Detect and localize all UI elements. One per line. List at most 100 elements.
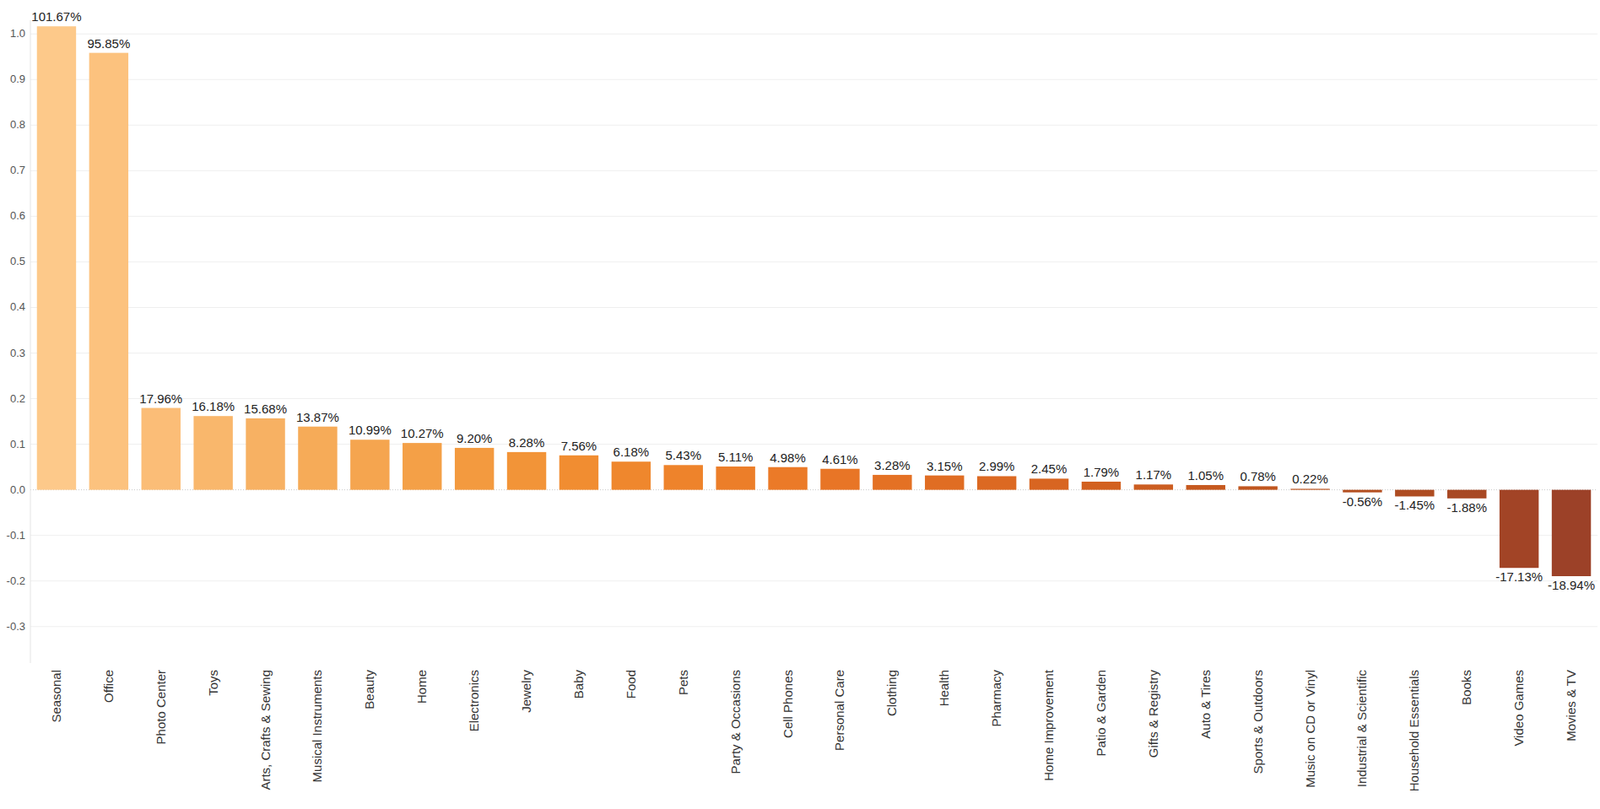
- data-label: 8.28%: [508, 435, 546, 450]
- bar: [715, 466, 755, 491]
- data-label: 0.78%: [1239, 469, 1276, 484]
- bar: [507, 452, 546, 491]
- x-tick-label: Baby: [571, 670, 586, 700]
- data-label: 5.11%: [718, 449, 753, 465]
- grid-line: [30, 398, 1598, 400]
- x-tick-label: Photo Center: [153, 670, 168, 745]
- x-tick-label: Video Games: [1511, 670, 1526, 747]
- y-tick-label: -0.2: [6, 574, 26, 588]
- x-tick-label: Pets: [675, 670, 691, 696]
- x-tick-label: Musical Instruments: [309, 670, 325, 783]
- data-label: -0.56%: [1342, 494, 1384, 509]
- data-label: 7.56%: [561, 438, 598, 454]
- bar: [1290, 488, 1330, 490]
- y-axis: -0.3-0.2-0.10.00.10.20.30.40.50.60.70.80…: [6, 27, 26, 633]
- data-label: 5.43%: [664, 448, 702, 463]
- data-label: 6.18%: [613, 444, 650, 460]
- x-tick-label: Movies & TV: [1563, 670, 1579, 742]
- data-label: 0.22%: [1291, 471, 1329, 487]
- x-tick-label: Pharmacy: [989, 670, 1004, 728]
- y-tick-label: 0.0: [10, 483, 26, 497]
- bar: [1081, 481, 1121, 491]
- y-tick-label: 0.1: [10, 437, 26, 451]
- bar: [1237, 486, 1277, 490]
- y-tick-label: 1.0: [10, 27, 26, 40]
- bar: [454, 448, 494, 491]
- bar: [245, 418, 285, 491]
- data-labels: 101.67%95.85%17.96%16.18%15.68%13.87%10.…: [31, 9, 1595, 593]
- data-label: 4.61%: [821, 452, 859, 467]
- grid-line: [30, 33, 1598, 35]
- x-tick-label: Auto & Tires: [1198, 670, 1213, 740]
- bar: [924, 475, 964, 491]
- grid-line: [30, 580, 1598, 582]
- data-label: 15.68%: [243, 401, 287, 417]
- x-tick-label: Patio & Garden: [1093, 670, 1109, 757]
- y-tick-label: 0.4: [10, 300, 26, 314]
- bar: [872, 475, 912, 491]
- data-label: 101.67%: [31, 9, 82, 24]
- y-tick-label: 0.9: [10, 72, 26, 86]
- y-tick-label: -0.3: [6, 620, 26, 633]
- x-tick-label: Gifts & Registry: [1145, 670, 1161, 759]
- bar: [1029, 478, 1069, 490]
- grid-line: [30, 79, 1598, 81]
- x-tick-label: Home Improvement: [1041, 669, 1056, 782]
- data-label: 2.99%: [978, 459, 1016, 474]
- grid-line: [30, 626, 1598, 628]
- bar: [559, 455, 599, 491]
- y-axis-line: [30, 20, 32, 664]
- grid-line: [30, 307, 1598, 309]
- y-tick-label: 0.5: [10, 254, 26, 268]
- bar: [1134, 484, 1173, 490]
- bar: [297, 427, 337, 491]
- data-label: 95.85%: [86, 36, 130, 51]
- x-tick-label: Clothing: [884, 670, 899, 717]
- bar: [1447, 490, 1487, 499]
- x-tick-label: Jewelry: [518, 670, 534, 714]
- bar: [1551, 490, 1591, 577]
- x-tick-label: Personal Care: [832, 670, 847, 752]
- bar: [977, 475, 1017, 490]
- bar: [767, 467, 807, 491]
- bar: [1342, 490, 1382, 493]
- x-tick-label: Health: [936, 670, 952, 707]
- bar: [1186, 485, 1226, 491]
- bar: [193, 416, 233, 490]
- data-label: 1.05%: [1187, 468, 1224, 483]
- x-tick-label: Household Essentials: [1406, 670, 1422, 792]
- data-label: 13.87%: [296, 410, 340, 425]
- grid-line: [30, 216, 1598, 217]
- bar: [141, 408, 181, 491]
- data-label: 1.79%: [1083, 464, 1120, 480]
- grid-line: [30, 352, 1598, 354]
- y-tick-label: 0.6: [10, 209, 26, 222]
- x-tick-label: Books: [1459, 670, 1474, 706]
- chart: -0.3-0.2-0.10.00.10.20.30.40.50.60.70.80…: [0, 0, 1600, 809]
- data-label: 3.28%: [874, 458, 911, 473]
- data-label: -18.94%: [1547, 578, 1595, 593]
- x-axis: SeasonalOfficePhoto CenterToysArts, Craf…: [48, 669, 1579, 792]
- x-tick-label: Party & Occasions: [728, 670, 743, 774]
- x-tick-label: Electronics: [466, 670, 482, 732]
- y-tick-label: 0.2: [10, 392, 26, 406]
- y-tick-label: 0.3: [10, 346, 26, 360]
- x-tick-label: Cell Phones: [780, 670, 795, 739]
- data-label: 3.15%: [926, 459, 963, 474]
- x-tick-label: Seasonal: [48, 670, 64, 724]
- bar: [1394, 490, 1434, 498]
- bar: [820, 469, 860, 491]
- bar: [89, 53, 129, 491]
- x-tick-label: Beauty: [362, 670, 377, 710]
- grid-line: [30, 261, 1598, 263]
- data-label: 2.45%: [1031, 461, 1068, 476]
- x-tick-label: Food: [623, 670, 638, 699]
- y-tick-label: 0.7: [10, 163, 26, 177]
- data-label: -1.88%: [1446, 500, 1487, 515]
- y-tick-label: -0.1: [6, 529, 26, 542]
- data-label: -1.45%: [1394, 497, 1436, 513]
- bar: [37, 26, 76, 490]
- x-tick-label: Industrial & Scientific: [1354, 670, 1369, 789]
- x-tick-label: Office: [101, 670, 116, 703]
- bar: [611, 461, 651, 490]
